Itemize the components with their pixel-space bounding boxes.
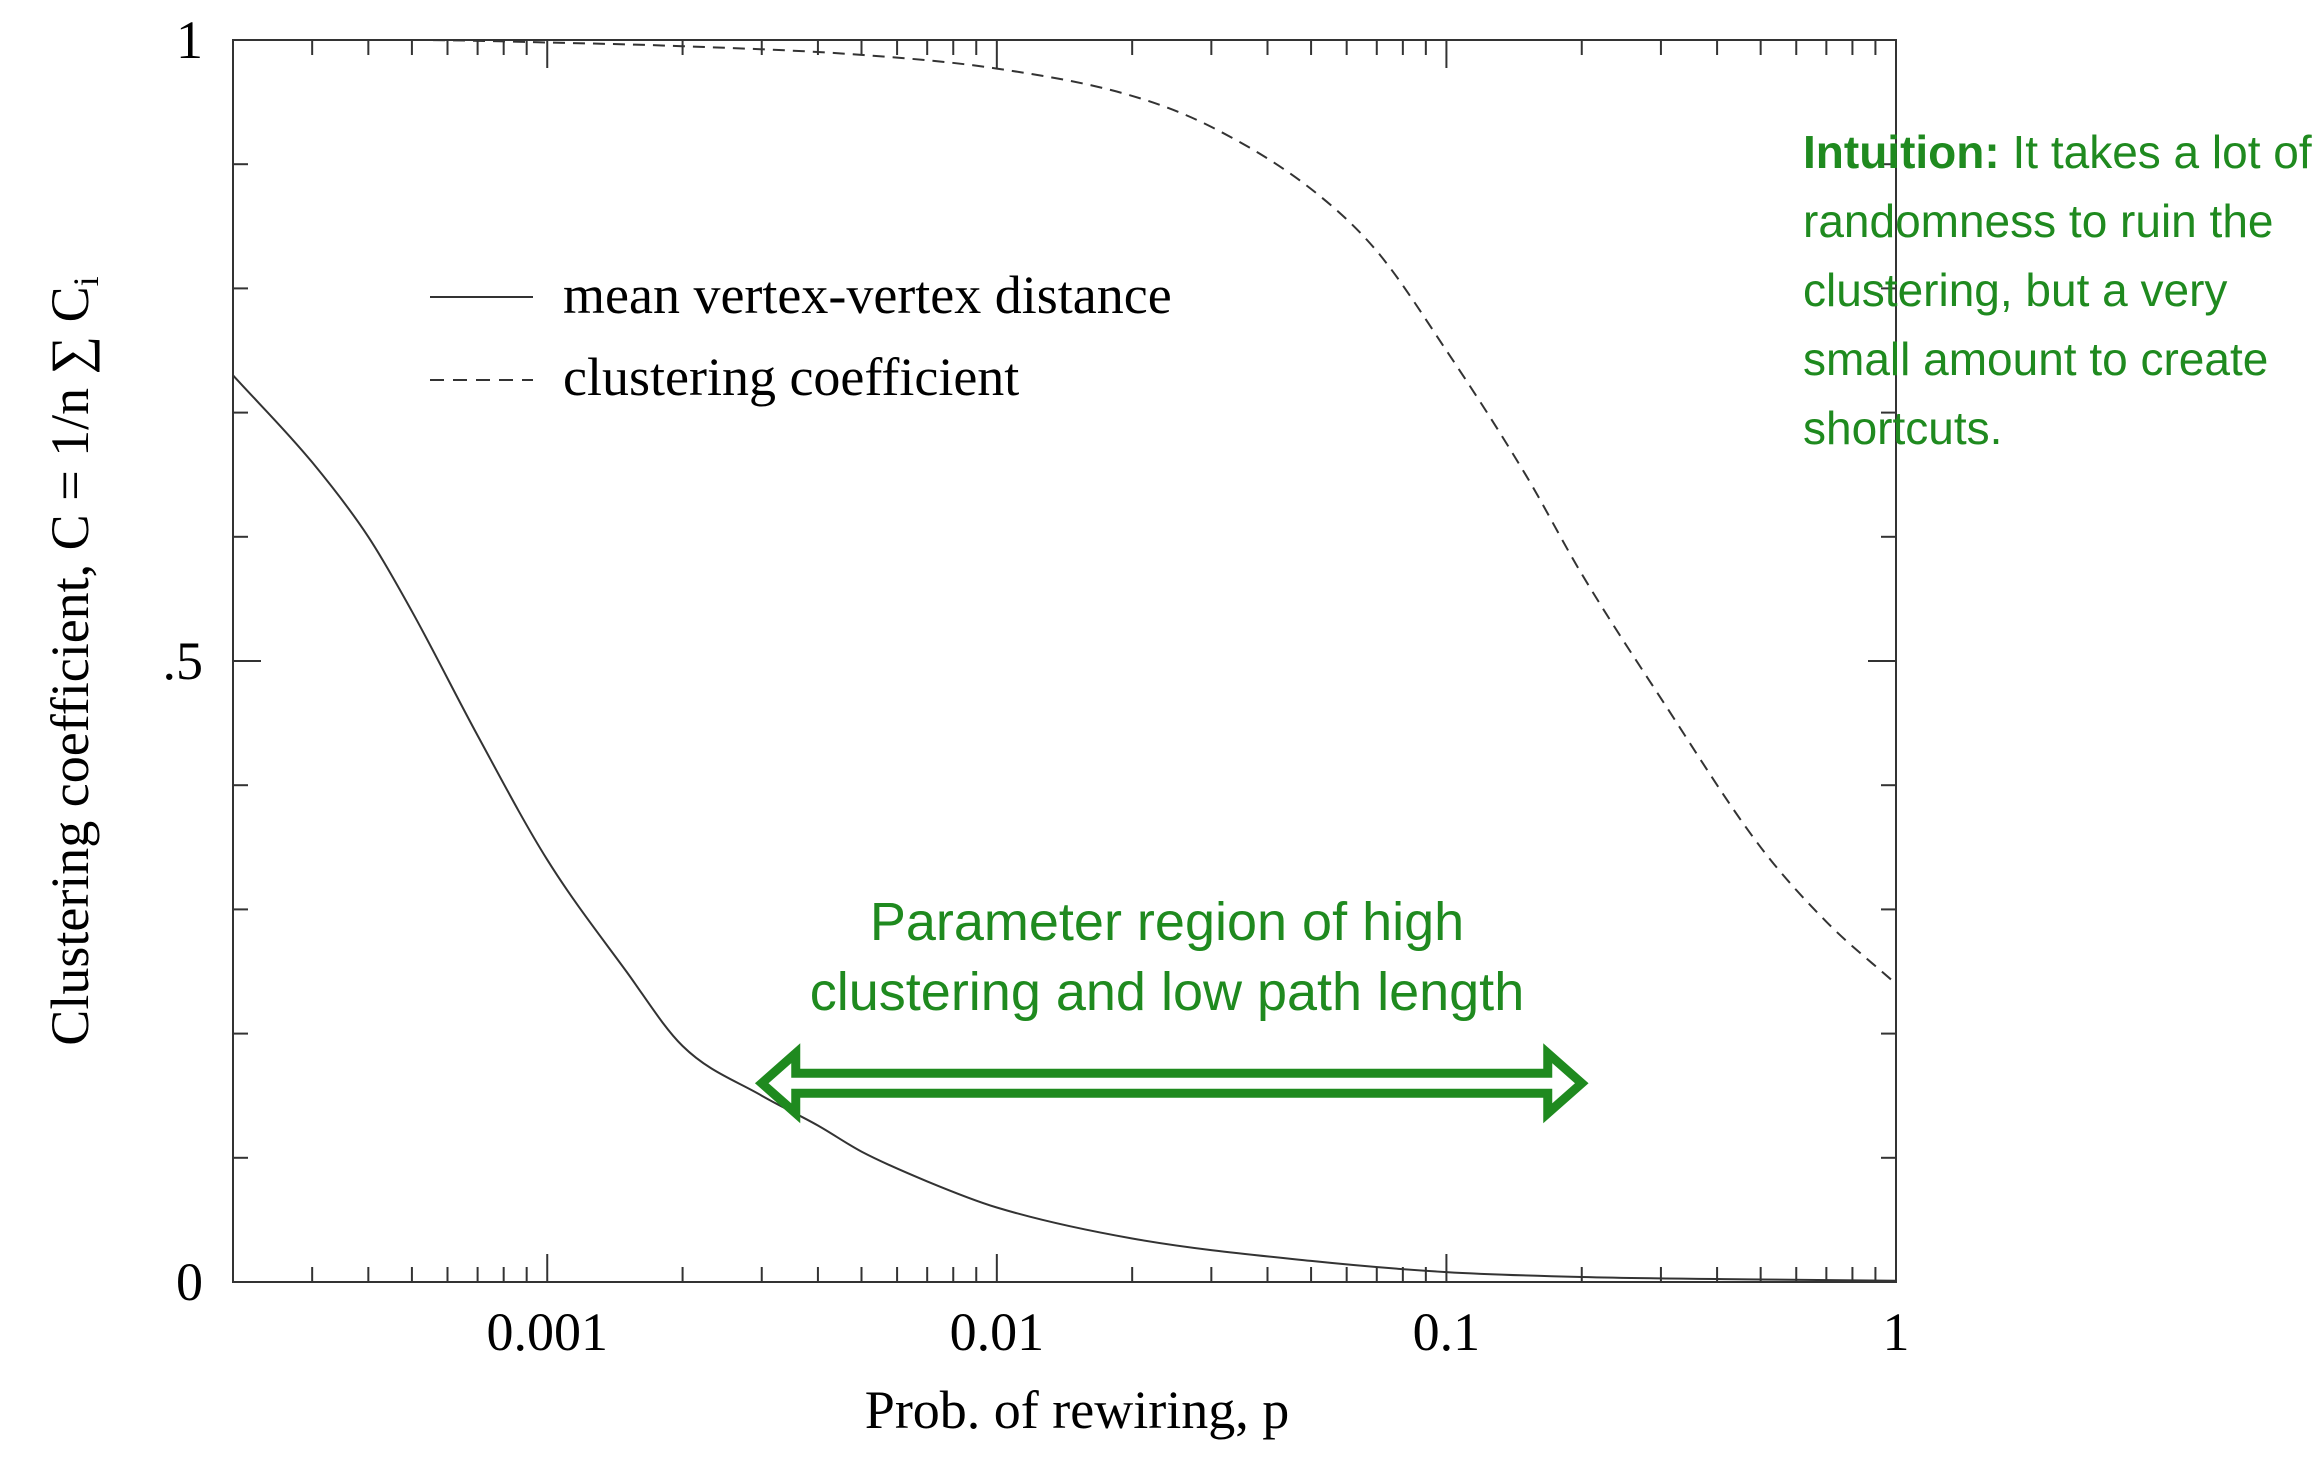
legend-label-clustering: clustering coefficient: [563, 347, 1019, 407]
double-arrow-icon: [754, 1043, 1589, 1124]
series-line-clustering: [232, 38, 1897, 985]
intuition-note: Intuition: It takes a lot of randomness …: [1803, 118, 2313, 463]
x-tick-label: 1: [1883, 1302, 1910, 1362]
y-axis-title-main: Clustering coefficient, C = 1/n ∑ C: [40, 286, 100, 1045]
series-line-distance: [232, 374, 1897, 1282]
y-axis-title-subscript: i: [66, 276, 106, 286]
y-tick-label: 0: [176, 1252, 203, 1312]
region-label-line-2: clustering and low path length: [810, 962, 1524, 1022]
x-axis-title: Prob. of rewiring, p: [865, 1380, 1289, 1440]
legend: mean vertex-vertex distance clustering c…: [430, 265, 1172, 407]
region-annotation: Parameter region of high clustering and …: [754, 892, 1589, 1124]
intuition-text: It takes a lot of randomness to ruin the…: [1803, 126, 2312, 454]
intuition-heading: Intuition:: [1803, 126, 2000, 178]
y-axis-title: Clustering coefficient, C = 1/n ∑ Ci: [40, 276, 106, 1045]
x-tick-label: 0.1: [1413, 1302, 1481, 1362]
y-tick-label: 1: [176, 10, 203, 70]
x-tick-label: 0.01: [950, 1302, 1045, 1362]
plot-frame: [232, 39, 1897, 1283]
y-tick-label: .5: [163, 631, 204, 691]
legend-label-distance: mean vertex-vertex distance: [563, 265, 1172, 325]
x-tick-label: 0.001: [486, 1302, 608, 1362]
region-label-line-1: Parameter region of high: [870, 892, 1464, 952]
